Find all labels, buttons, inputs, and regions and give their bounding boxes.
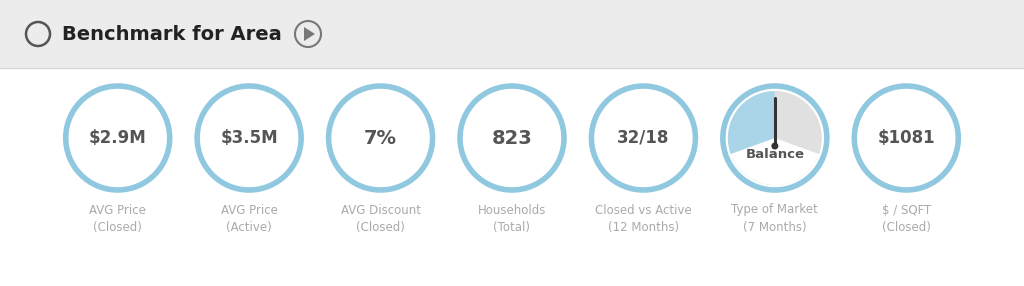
Text: (Closed): (Closed) bbox=[882, 221, 931, 235]
Wedge shape bbox=[728, 91, 775, 185]
Text: Type of Market: Type of Market bbox=[731, 204, 818, 217]
Text: (Total): (Total) bbox=[494, 221, 530, 235]
Wedge shape bbox=[775, 138, 822, 185]
Text: (Closed): (Closed) bbox=[356, 221, 406, 235]
Text: AVG Discount: AVG Discount bbox=[341, 204, 421, 217]
Text: Balance: Balance bbox=[745, 148, 805, 160]
Circle shape bbox=[198, 86, 301, 190]
Wedge shape bbox=[775, 91, 822, 138]
Text: $ / SQFT: $ / SQFT bbox=[882, 204, 931, 217]
Text: (Closed): (Closed) bbox=[93, 221, 142, 235]
Text: Closed vs Active: Closed vs Active bbox=[595, 204, 692, 217]
Circle shape bbox=[771, 142, 778, 150]
Text: Households: Households bbox=[478, 204, 546, 217]
Circle shape bbox=[460, 86, 564, 190]
Wedge shape bbox=[731, 138, 819, 185]
Text: (7 Months): (7 Months) bbox=[743, 221, 807, 235]
Text: Benchmark for Area: Benchmark for Area bbox=[62, 25, 282, 43]
Circle shape bbox=[66, 86, 170, 190]
FancyBboxPatch shape bbox=[0, 68, 1024, 286]
Circle shape bbox=[592, 86, 695, 190]
Text: AVG Price: AVG Price bbox=[89, 204, 146, 217]
Text: AVG Price: AVG Price bbox=[221, 204, 278, 217]
Text: (12 Months): (12 Months) bbox=[608, 221, 679, 235]
Circle shape bbox=[854, 86, 958, 190]
Text: $2.9M: $2.9M bbox=[89, 129, 146, 147]
Text: (Active): (Active) bbox=[226, 221, 272, 235]
Text: $3.5M: $3.5M bbox=[220, 129, 278, 147]
FancyBboxPatch shape bbox=[0, 0, 1024, 68]
Circle shape bbox=[723, 86, 826, 190]
Text: $1081: $1081 bbox=[878, 129, 935, 147]
Circle shape bbox=[329, 86, 432, 190]
Text: 32/18: 32/18 bbox=[617, 129, 670, 147]
Text: 7%: 7% bbox=[365, 128, 397, 148]
Text: 823: 823 bbox=[492, 128, 532, 148]
Polygon shape bbox=[304, 27, 315, 41]
